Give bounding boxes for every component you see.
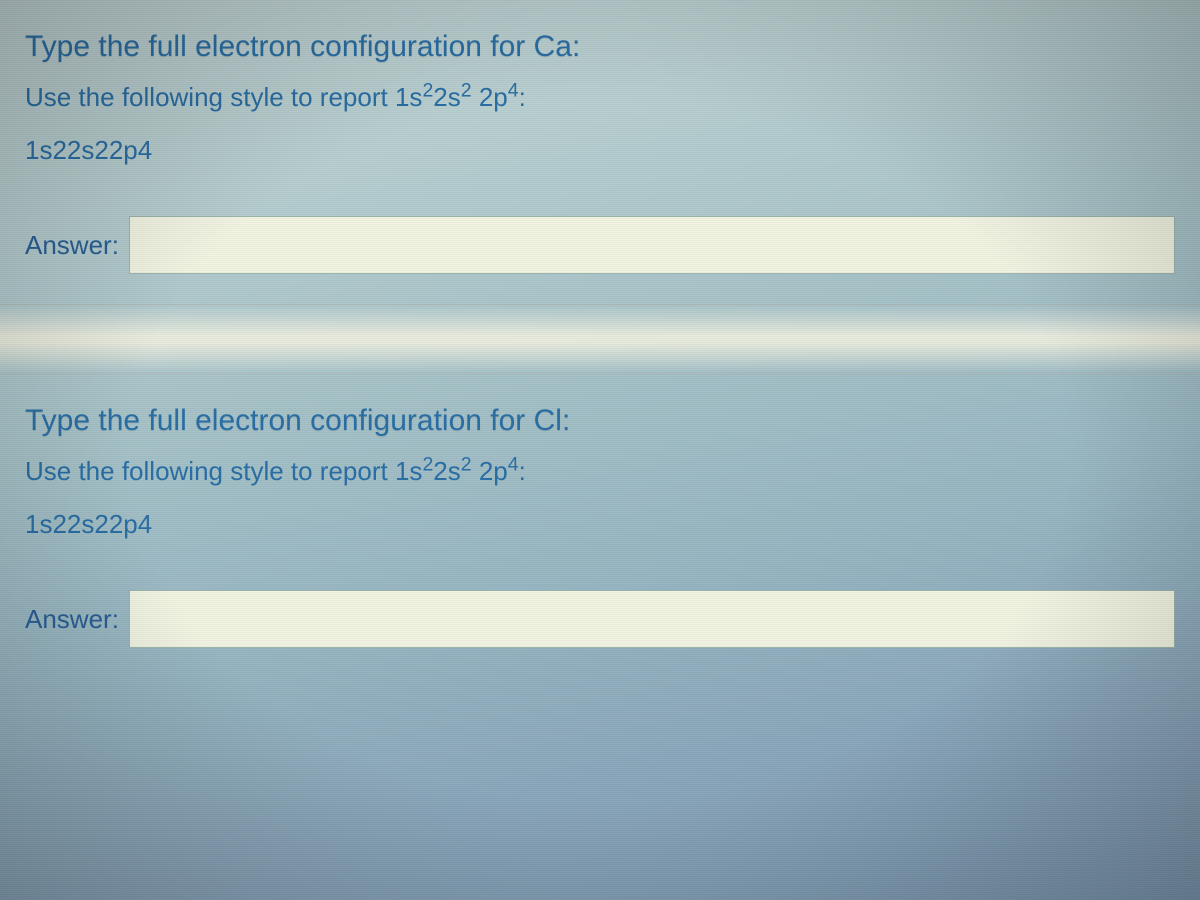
section-divider [0, 304, 1200, 374]
answer-row: Answer: [25, 216, 1175, 274]
formula-base-3: 2p [472, 456, 508, 486]
question-title: Type the full electron configuration for… [25, 404, 1175, 438]
answer-label: Answer: [25, 216, 129, 274]
instruction-line: Use the following style to report 1s22s2… [25, 82, 1175, 113]
formula-sup-2: 2 [461, 453, 472, 475]
instruction-prefix: Use the following style to report [25, 82, 395, 112]
formula-base-2: 2s [433, 82, 460, 112]
answer-input-ca[interactable] [129, 216, 1175, 274]
instruction-line: Use the following style to report 1s22s2… [25, 456, 1175, 487]
formula-base-2: 2s [433, 456, 460, 486]
formula-sup-1: 2 [422, 453, 433, 475]
formula-base-3: 2p [472, 82, 508, 112]
question-block-cl: Type the full electron configuration for… [0, 374, 1200, 668]
answer-label: Answer: [25, 590, 129, 648]
example-plain: 1s22s22p4 [25, 135, 1175, 166]
formula-base-1: 1s [395, 456, 422, 486]
instruction-suffix: : [519, 82, 526, 112]
answer-input-cl[interactable] [129, 590, 1175, 648]
formula-sup-3: 4 [508, 79, 519, 101]
formula-sup-2: 2 [461, 79, 472, 101]
bottom-padding [0, 668, 1200, 688]
formula-sup-3: 4 [508, 453, 519, 475]
instruction-suffix: : [519, 456, 526, 486]
instruction-prefix: Use the following style to report [25, 456, 395, 486]
question-block-ca: Type the full electron configuration for… [0, 0, 1200, 294]
formula-base-1: 1s [395, 82, 422, 112]
answer-row: Answer: [25, 590, 1175, 648]
question-title: Type the full electron configuration for… [25, 30, 1175, 64]
example-plain: 1s22s22p4 [25, 509, 1175, 540]
formula-sup-1: 2 [422, 79, 433, 101]
